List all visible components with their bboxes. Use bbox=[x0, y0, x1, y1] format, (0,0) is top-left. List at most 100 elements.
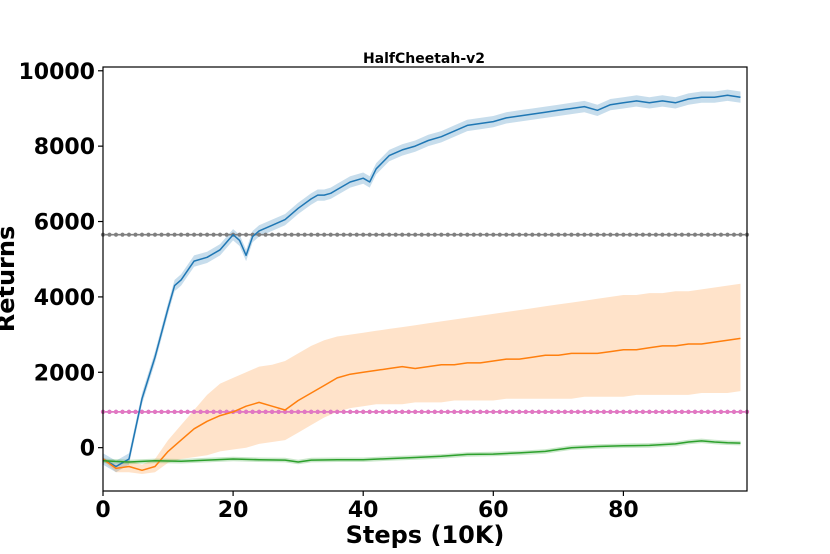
reference-marker bbox=[653, 232, 659, 237]
reference-marker bbox=[133, 232, 138, 237]
reference-marker bbox=[458, 232, 463, 237]
reference-marker bbox=[588, 232, 594, 237]
reference-marker bbox=[309, 232, 314, 237]
x-tick-label: 80 bbox=[608, 498, 639, 523]
reference-marker bbox=[179, 409, 184, 414]
y-tick-label: 10000 bbox=[18, 60, 95, 85]
reference-marker bbox=[400, 409, 405, 414]
reference-marker bbox=[152, 409, 158, 414]
reference-marker bbox=[666, 232, 672, 237]
reference-marker bbox=[601, 232, 607, 237]
reference-marker bbox=[497, 409, 502, 414]
reference-marker bbox=[692, 232, 698, 237]
reference-marker bbox=[348, 409, 353, 414]
reference-marker bbox=[198, 232, 203, 237]
reference-marker bbox=[172, 232, 177, 237]
reference-line-1 bbox=[100, 232, 750, 237]
reference-marker bbox=[139, 409, 145, 414]
reference-marker bbox=[543, 409, 548, 414]
reference-marker bbox=[361, 232, 366, 237]
reference-marker bbox=[673, 409, 678, 414]
reference-marker bbox=[634, 232, 639, 237]
reference-marker bbox=[309, 409, 314, 414]
reference-marker bbox=[348, 232, 353, 237]
reference-marker bbox=[731, 409, 737, 414]
reference-marker bbox=[361, 409, 366, 414]
reference-marker bbox=[705, 232, 711, 237]
reference-marker bbox=[335, 232, 340, 237]
reference-marker bbox=[582, 409, 587, 414]
reference-marker bbox=[595, 232, 600, 237]
reference-marker bbox=[387, 232, 392, 237]
reference-marker bbox=[504, 409, 509, 414]
reference-marker bbox=[419, 409, 424, 414]
plot-area bbox=[100, 89, 750, 474]
reference-marker bbox=[647, 232, 652, 237]
reference-marker bbox=[517, 232, 522, 237]
reference-marker bbox=[465, 232, 470, 237]
reference-marker bbox=[179, 232, 184, 237]
reference-marker bbox=[640, 409, 646, 414]
reference-marker bbox=[387, 409, 392, 414]
y-tick-label: 4000 bbox=[34, 286, 95, 311]
reference-line-3 bbox=[100, 409, 750, 414]
reference-marker bbox=[575, 232, 581, 237]
reference-marker bbox=[497, 232, 502, 237]
reference-marker bbox=[562, 409, 568, 414]
reference-marker bbox=[341, 232, 346, 237]
reference-marker bbox=[270, 232, 275, 237]
reference-marker bbox=[139, 232, 145, 237]
y-axis-label: Returns bbox=[0, 226, 20, 333]
reference-marker bbox=[439, 232, 444, 237]
reference-marker bbox=[146, 232, 151, 237]
reference-marker bbox=[419, 232, 424, 237]
reference-marker bbox=[504, 232, 509, 237]
reference-marker bbox=[257, 409, 262, 414]
reference-marker bbox=[185, 409, 190, 414]
reference-marker bbox=[471, 409, 476, 414]
reference-marker bbox=[166, 409, 171, 414]
reference-marker bbox=[107, 232, 112, 237]
reference-marker bbox=[244, 232, 249, 237]
reference-marker bbox=[679, 232, 685, 237]
reference-marker bbox=[621, 409, 626, 414]
reference-marker bbox=[686, 409, 691, 414]
reference-marker bbox=[328, 409, 333, 414]
reference-marker bbox=[699, 409, 704, 414]
reference-marker bbox=[569, 232, 574, 237]
reference-marker bbox=[374, 409, 379, 414]
reference-marker bbox=[569, 409, 574, 414]
reference-marker bbox=[712, 232, 717, 237]
reference-marker bbox=[393, 232, 398, 237]
reference-marker bbox=[614, 232, 620, 237]
reference-marker bbox=[718, 409, 724, 414]
reference-marker bbox=[263, 409, 268, 414]
reference-marker bbox=[523, 409, 528, 414]
reference-marker bbox=[146, 409, 151, 414]
reference-marker bbox=[166, 232, 171, 237]
reference-marker bbox=[257, 232, 262, 237]
reference-marker bbox=[380, 232, 385, 237]
x-axis-label: Steps (10K) bbox=[346, 521, 505, 549]
reference-marker bbox=[302, 409, 307, 414]
reference-marker bbox=[276, 409, 281, 414]
reference-marker bbox=[413, 232, 418, 237]
reference-marker bbox=[673, 232, 678, 237]
reference-marker bbox=[224, 232, 229, 237]
reference-marker bbox=[120, 232, 125, 237]
reference-marker bbox=[725, 409, 730, 414]
chart-title: HalfCheetah-v2 bbox=[363, 51, 485, 67]
reference-marker bbox=[120, 409, 125, 414]
reference-marker bbox=[172, 409, 177, 414]
reference-marker bbox=[712, 409, 717, 414]
reference-marker bbox=[588, 409, 594, 414]
reference-marker bbox=[465, 409, 470, 414]
reference-marker bbox=[738, 409, 743, 414]
reference-marker bbox=[491, 232, 496, 237]
y-tick-label: 2000 bbox=[34, 361, 95, 386]
reference-marker bbox=[452, 409, 457, 414]
reference-marker bbox=[380, 409, 385, 414]
reference-marker bbox=[283, 409, 288, 414]
reference-marker bbox=[263, 232, 268, 237]
reference-marker bbox=[302, 232, 307, 237]
